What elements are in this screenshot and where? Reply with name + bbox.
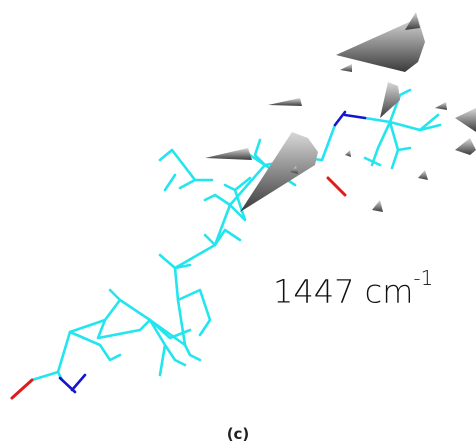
panel-caption: (c) bbox=[0, 425, 476, 443]
molecule bbox=[0, 0, 476, 447]
figure: 1447 cm-1 (c) bbox=[0, 0, 476, 447]
frequency-text: 1447 cm bbox=[273, 273, 413, 311]
frequency-unit-exponent: -1 bbox=[413, 266, 433, 290]
frequency-label: 1447 cm-1 bbox=[273, 272, 433, 311]
